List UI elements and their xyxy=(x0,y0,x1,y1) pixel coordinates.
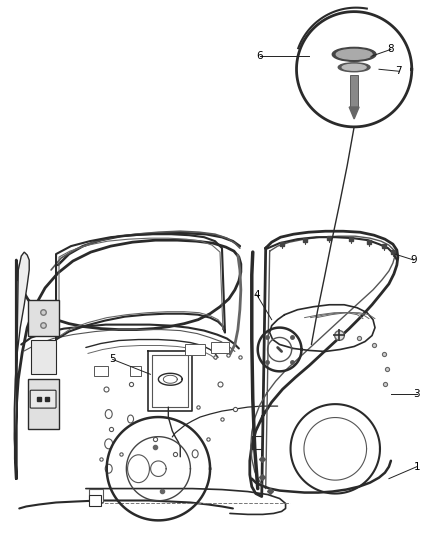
Text: 9: 9 xyxy=(410,255,417,265)
Bar xyxy=(89,489,103,503)
Bar xyxy=(185,343,205,356)
Polygon shape xyxy=(28,379,59,429)
Text: 8: 8 xyxy=(388,44,394,54)
Text: 5: 5 xyxy=(110,354,116,365)
Ellipse shape xyxy=(336,50,372,59)
FancyBboxPatch shape xyxy=(30,390,56,408)
Polygon shape xyxy=(28,300,59,336)
Bar xyxy=(350,75,358,107)
Polygon shape xyxy=(14,252,29,459)
Bar xyxy=(130,366,141,376)
Ellipse shape xyxy=(342,64,366,70)
Text: 7: 7 xyxy=(396,66,402,76)
Ellipse shape xyxy=(332,47,376,61)
Text: 1: 1 xyxy=(413,462,420,472)
Text: 6: 6 xyxy=(256,51,263,61)
Bar xyxy=(211,342,229,353)
Text: 3: 3 xyxy=(413,389,420,399)
Bar xyxy=(89,495,101,506)
Text: 4: 4 xyxy=(254,290,260,300)
Polygon shape xyxy=(31,340,56,374)
Polygon shape xyxy=(349,107,359,119)
Bar xyxy=(94,366,108,376)
Ellipse shape xyxy=(338,63,370,72)
